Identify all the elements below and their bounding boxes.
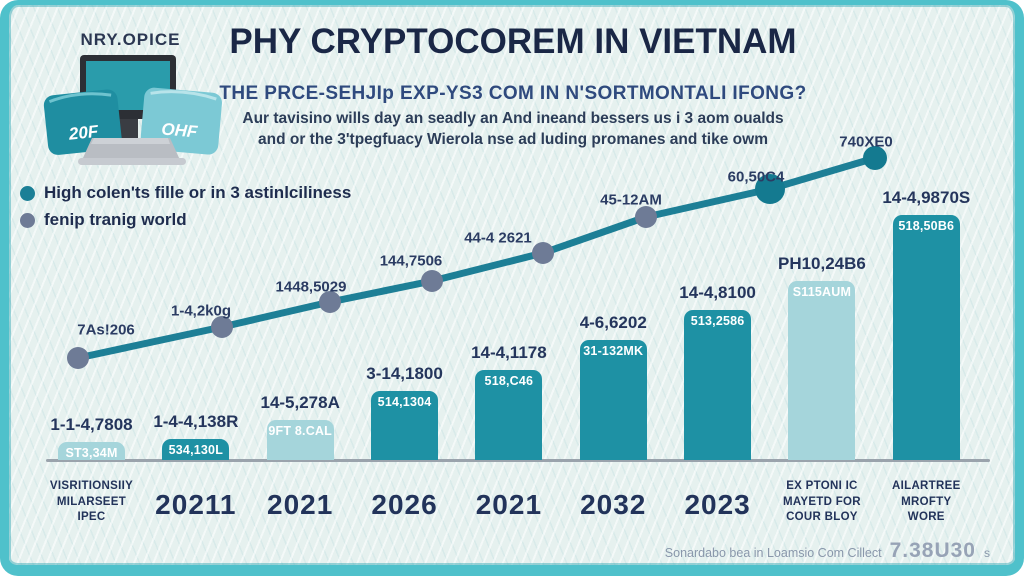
devices-illustration: 20F OHF [43,55,222,165]
bar-value-text: S115AUM [792,285,852,299]
bar-1: ST3,34M [58,442,125,460]
x-axis-label-2: 20211 [155,489,237,520]
x-axis-label-5: 2021 [475,489,543,520]
line-point-1 [67,347,89,369]
card-left-text: 20F [67,122,100,144]
line-point-label-5: 44-4 2621 [464,229,532,247]
line-point-5 [532,242,554,264]
description-line-1: Aur tavisino wills day an seadly an And … [242,110,784,127]
x-axis-label-6: 2032 [580,489,647,520]
legend-dot-gray-icon [20,212,35,228]
bar-top-label: 1-4-4,138R [153,412,239,431]
bar-value-text: 518,C46 [484,374,534,388]
bar-4: 514,1304 [371,391,439,460]
legend-dot-teal-icon [20,185,35,201]
bar-2: 534,130L [162,439,230,460]
bar-3: 9FT 8.CAL [266,420,334,460]
page-title: PHY CRYPTOCOREM IN VIETNAM [229,22,797,61]
subtitle: THE PRCE-SEHJIp EXP-YS3 COM IN N'SORTMON… [219,83,807,104]
bar-5: 518,C46 [475,370,543,460]
bar-value-text: 534,130L [168,443,224,457]
line-point-label-2: 1-4,2k0g [170,302,232,320]
line-point-4 [421,270,443,292]
footer-suffix: s [984,546,990,560]
bar-top-label: 14-5,278A [260,393,340,412]
x-axis-label-9: AILARTREE MROFTY WORE [892,480,961,524]
bar-value-text: 9FT 8.CAL [268,424,332,438]
x-axis-label-7: 2023 [684,489,751,520]
bar-top-label: 14-4,9870S [882,188,971,207]
line-point-label-1: 7As!206 [77,321,135,339]
bar-6: 31-132MK [579,340,647,460]
bar-value-text: 513,2586 [690,314,745,328]
x-axis-label-4: 2026 [371,489,438,520]
bar-top-label: 14-4,1178 [471,343,547,362]
line-point-6 [635,206,657,228]
logo-text: NRY.OPICE [80,30,181,49]
bar-value-text: 514,1304 [377,395,432,409]
bar-top-label: 1-1-4,7808 [50,415,133,434]
description-line-2: and or the 3'tpegfuacy Wierola nse ad lu… [258,131,768,148]
bar-top-label: 3-14,1800 [366,364,443,383]
bar-value-text: 31-132MK [583,344,644,358]
line-point-label-8: 740XE0 [839,133,893,151]
bar-9: 518,50B6 [892,215,960,460]
bar-top-label: 4-6,6202 [579,313,647,332]
x-axis-baseline [46,459,990,462]
line-point-label-6: 45-12AM [600,191,662,209]
bar-8: S115AUM [788,281,856,460]
bar-7: 513,2586 [684,310,752,460]
line-point-label-3: 1448,5029 [275,278,347,296]
card-right-text: OHF [161,119,199,141]
line-point-label-7: 60,50C4 [727,168,785,186]
bar-value-text: ST3,34M [65,446,118,460]
footer: Sonardabo bea in Loamsio Com Cillect 7.3… [665,539,990,563]
x-axis-label-3: 2021 [267,489,334,520]
x-axis-label-8: EX PTONI IC MAYETD FOR COUR BLOY [782,480,861,524]
footer-number: 7.38U30 [889,539,976,562]
bar-top-label: PH10,24B6 [777,254,866,273]
bar-top-label: 14-4,8100 [679,283,756,302]
line-point-label-4: 144,7506 [379,252,443,270]
x-axis-label-1: VISRITIONSIIY MILARSEET IPEC [49,480,134,524]
card-right-icon: OHF [140,87,222,155]
bar-value-text: 518,50B6 [898,219,955,233]
footer-text: Sonardabo bea in Loamsio Com Cillect [664,546,882,560]
